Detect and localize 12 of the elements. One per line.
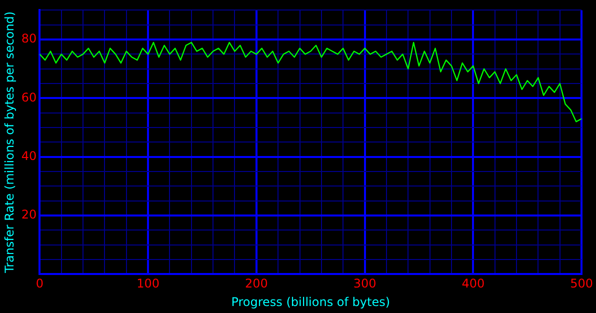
y-tick-label: 20 [21,208,37,222]
x-tick-label: 300 [353,276,376,291]
x-tick-label: 200 [244,276,268,291]
x-tick-label: 500 [570,276,593,291]
x-tick-label: 100 [136,276,160,291]
y-tick-label: 80 [21,32,37,46]
x-tick-label: 0 [36,276,44,291]
y-tick-label: 60 [21,90,37,104]
x-tick-label: 400 [462,276,485,291]
y-tick-label: 40 [21,148,37,163]
y-axis-title: Transfer Rate (millions of bytes per second) [2,11,16,274]
x-axis-title: Progress (billions of bytes) [231,294,390,309]
